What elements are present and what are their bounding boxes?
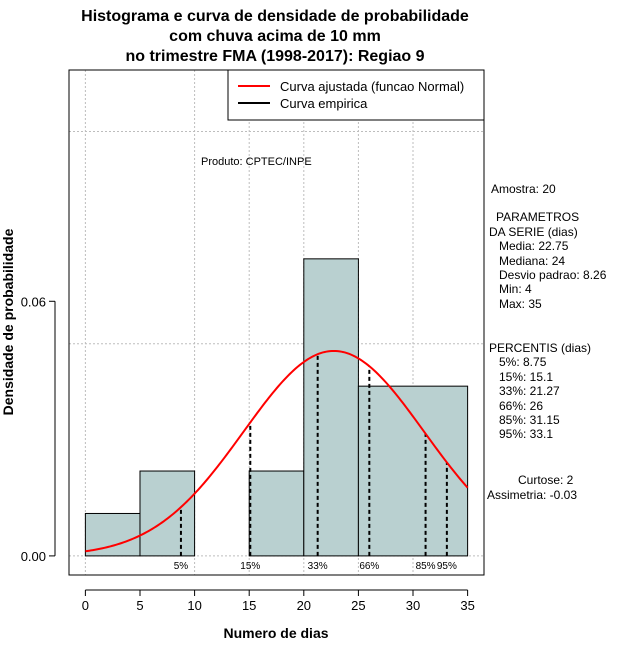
percentile-lines: 5% 15% 33% 66% 85% 95% [174,354,457,572]
stat-p66: 66%: 26 [499,399,543,413]
x-tick-label-2: 10 [187,598,201,613]
stat-mediana: Mediana: 24 [499,254,565,268]
chart-title-line-3: no trimestre FMA (1998-2017): Regiao 9 [125,48,424,65]
x-tick-label-7: 35 [460,598,474,613]
stat-max: Max: 35 [499,297,542,311]
histogram-bar-1 [139,470,196,557]
percentile-label-4: 85% [416,561,436,572]
chart-title-line-1: Histograma e curva de densidade de proba… [81,8,469,25]
stat-desvio: Desvio padrao: 8.26 [499,268,607,282]
y-axis-label: Densidade de probabilidade [0,228,16,415]
legend: Curva ajustada (funcao Normal) Curva emp… [227,69,485,121]
stat-parametros-title: PARAMETROS [496,210,579,224]
percentile-label-3: 66% [359,561,379,572]
stat-curtose: Curtose: 2 [518,473,574,487]
histogram-bar-5 [357,385,469,557]
x-tick-label-1: 5 [136,598,143,613]
stat-parametros-sub: DA SERIE (dias) [489,225,578,239]
stat-min: Min: 4 [499,282,532,296]
histogram-bars [84,258,469,557]
axes: 0 5 10 15 20 25 30 35 0.00 0.06 [21,294,475,613]
stat-p85: 85%: 31.15 [499,413,560,427]
y-tick-label-1: 0.06 [21,294,46,309]
y-tick-label-0: 0.00 [21,549,46,564]
stat-p95: 95%: 33.1 [499,427,553,441]
stat-assimetria: Assimetria: -0.03 [487,488,577,502]
stat-amostra: Amostra: 20 [491,182,556,196]
stat-percentis-title: PERCENTIS (dias) [489,341,591,355]
x-axis-label: Numero de dias [223,625,328,641]
histogram-bar-4 [303,258,359,557]
percentile-label-2: 33% [308,561,328,572]
chart-title-line-2: com chuva acima de 10 mm [169,28,381,45]
normal-curve [85,349,469,553]
x-tick-label-3: 15 [242,598,256,613]
x-tick-label-6: 30 [406,598,420,613]
product-note: Produto: CPTEC/INPE [201,156,312,168]
histogram-bar-3 [248,470,305,557]
stats-panel: Amostra: 20 PARAMETROS DA SERIE (dias) M… [487,182,607,502]
stat-media: Media: 22.75 [499,239,569,253]
normal-curve-layer [85,349,469,553]
legend-box [227,69,485,121]
legend-label-normal: Curva ajustada (funcao Normal) [280,79,464,94]
legend-label-empirical: Curva empirica [280,96,368,111]
percentile-label-0: 5% [174,561,189,572]
percentile-label-1: 15% [240,561,260,572]
x-tick-label-0: 0 [82,598,89,613]
x-tick-label-4: 20 [297,598,311,613]
percentile-label-5: 95% [437,561,457,572]
stat-p15: 15%: 15.1 [499,370,553,384]
stat-p33: 33%: 21.27 [499,384,560,398]
stat-p5: 5%: 8.75 [499,355,547,369]
x-tick-label-5: 25 [351,598,365,613]
